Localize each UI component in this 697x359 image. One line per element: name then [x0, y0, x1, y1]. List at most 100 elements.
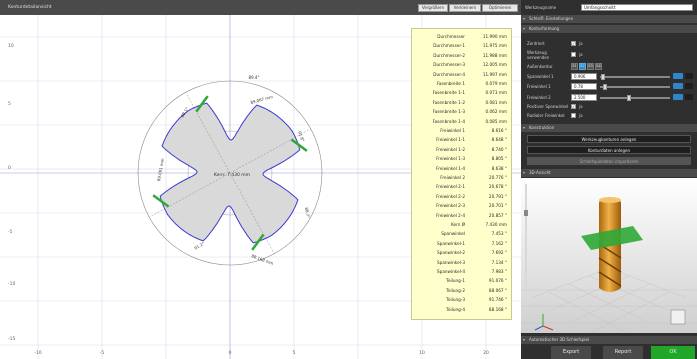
angle2-reset-button[interactable]	[685, 94, 693, 100]
view-scrollbar-thumb[interactable]	[524, 210, 528, 216]
radial-angle-checkbox[interactable]	[571, 113, 576, 118]
segment-s1-button[interactable]: S1	[571, 63, 578, 70]
angle2-slider-handle[interactable]	[627, 95, 631, 101]
section-bottom-header[interactable]: ▾ Automatischer 3D Schleifspiel	[521, 336, 697, 344]
table-value: 20.791 °	[488, 193, 507, 199]
dimension-label: 89.091 mm	[156, 158, 165, 182]
table-key: Spanwinkel-1	[437, 240, 465, 246]
table-key: Durchmesser-1	[433, 43, 465, 49]
width-slider-track[interactable]	[600, 76, 670, 78]
dimension-label: 89.4°	[249, 75, 260, 80]
angle2-input[interactable]: 2.500	[571, 94, 597, 101]
ok-button[interactable]: OK	[651, 346, 695, 359]
positive-angle-checkbox[interactable]: ✓	[571, 104, 576, 109]
optimize-button[interactable]: Optimieren	[482, 4, 518, 12]
table-value: 0.081 mm	[485, 99, 507, 105]
dimension-label: 91.2°	[193, 241, 205, 251]
chevron-down-icon: ▾	[523, 125, 526, 130]
table-value: 11.997 mm	[482, 71, 507, 77]
tool-name-input[interactable]: Umfangsschnitt	[581, 4, 693, 11]
table-row: Fasenbreite 1 0.079 mm	[412, 80, 513, 88]
angle1-slider-handle[interactable]	[603, 84, 607, 90]
width-apply-button[interactable]	[673, 73, 683, 79]
x-tick-label: 5	[293, 350, 296, 356]
angle1-slider-track[interactable]	[600, 86, 670, 88]
section-3d-title: 3D-Ansicht	[529, 170, 551, 175]
dimension-label: 91.8°	[297, 131, 305, 143]
table-value: 11.975 mm	[482, 43, 507, 49]
contour-panel: Konturdetailansicht Vergrößern Verkleine…	[0, 0, 521, 359]
radial-angle-label: Radialer Freiwinkel	[527, 113, 565, 118]
table-row: Fasenbreite 1-4 0.085 mm	[412, 118, 513, 126]
table-value: 20.776 °	[488, 175, 507, 180]
section-actions-header[interactable]: ▾ Konstruktion	[521, 124, 697, 132]
table-key: Kern Ø	[450, 222, 465, 227]
section-actions-title: Konstruktion	[529, 125, 555, 130]
chevron-down-icon: ▾	[523, 337, 526, 342]
core-circle	[187, 130, 273, 216]
zoom-out-button[interactable]: Verkleinern	[449, 4, 481, 12]
table-value: 8.805 °	[491, 156, 507, 162]
angle2-apply-button[interactable]	[673, 94, 683, 100]
table-row: Freiwinkel 1-3 8.805 °	[412, 155, 513, 163]
width-input[interactable]: 0.906	[571, 73, 597, 80]
table-row: Freiwinkel 2 20.776 °	[412, 174, 513, 182]
dimension-line	[185, 92, 231, 174]
view-cube-icon[interactable]	[670, 309, 686, 325]
section-3d-header[interactable]: ▾ 3D-Ansicht	[521, 169, 697, 177]
zoom-in-button[interactable]: Vergrößern	[418, 4, 448, 12]
width-slider-handle[interactable]	[601, 74, 605, 80]
table-row: Freiwinkel 2-1 20.678 °	[412, 183, 513, 191]
table-value: 20.701 °	[488, 203, 507, 209]
land-marker	[290, 138, 308, 152]
create-tool-contours-button[interactable]: Werkzeugkonturen anlegen	[527, 135, 691, 143]
export-button[interactable]: Export	[551, 346, 591, 359]
view-scrollbar[interactable]	[525, 184, 527, 292]
table-row: Durchmesser-4 11.997 mm	[412, 71, 513, 79]
table-key: Freiwinkel 2-1	[436, 184, 465, 190]
table-row: Freiwinkel 1-1 8.648 °	[412, 136, 513, 144]
values-table: Durchmesser 11.990 mm Durchmesser-1 11.975 …	[411, 28, 512, 320]
angle1-label: Freiwinkel 1	[527, 84, 551, 89]
angle1-apply-button[interactable]	[673, 83, 683, 89]
table-row: Freiwinkel 1-2 8.740 °	[412, 146, 513, 154]
table-key: Durchmesser-3	[433, 62, 465, 68]
land-marker	[195, 95, 209, 113]
3d-viewport[interactable]	[521, 178, 697, 334]
segment-s4-button[interactable]: S4	[595, 63, 602, 70]
width-reset-button[interactable]	[685, 73, 693, 79]
tool-use-checkbox[interactable]	[571, 52, 576, 57]
table-value: 88.168 °	[488, 306, 507, 312]
table-key: Freiwinkel 2	[440, 175, 465, 180]
section-contour-header[interactable]: ▾ Konturformung	[521, 25, 697, 33]
table-key: Teilung-2	[446, 287, 465, 293]
section-grid-header[interactable]: ▾ Schleifl. Einstellungen	[521, 15, 697, 23]
table-key: Freiwinkel 2-2	[436, 193, 465, 199]
tool-name-label: Werkzeugname	[525, 5, 557, 10]
dimension-label: 89.067 mm	[250, 94, 274, 105]
table-key: Durchmesser-4	[433, 71, 465, 77]
table-value: 11.988 mm	[482, 52, 507, 58]
angle1-reset-button[interactable]	[685, 83, 693, 89]
report-button[interactable]: Report	[603, 346, 643, 359]
floor-grid	[521, 267, 697, 334]
table-value: 88.067 °	[488, 287, 507, 293]
table-value: 11.990 mm	[482, 34, 507, 39]
table-value: 0.062 mm	[485, 109, 507, 115]
angle1-input[interactable]: 0.78	[571, 83, 597, 90]
y-tick-label: 10	[8, 43, 14, 49]
angle2-slider-track[interactable]	[600, 97, 670, 99]
table-key: Fasenbreite 1-1	[432, 90, 465, 96]
table-row: Freiwinkel 2-2 20.791 °	[412, 193, 513, 201]
table-key: Freiwinkel 2-4	[436, 212, 465, 218]
create-contour-data-button[interactable]: Konturdaten anlegen	[527, 146, 691, 154]
table-key: Spanwinkel-4	[437, 269, 465, 274]
table-value: 20.857 °	[488, 212, 507, 218]
segment-s2-button[interactable]: S2	[579, 63, 586, 70]
table-key: Freiwinkel 1-1	[436, 137, 465, 143]
center-checkbox[interactable]: ✓	[571, 41, 576, 46]
land-marker	[251, 233, 265, 251]
segment-s3-button[interactable]: S3	[587, 63, 594, 70]
